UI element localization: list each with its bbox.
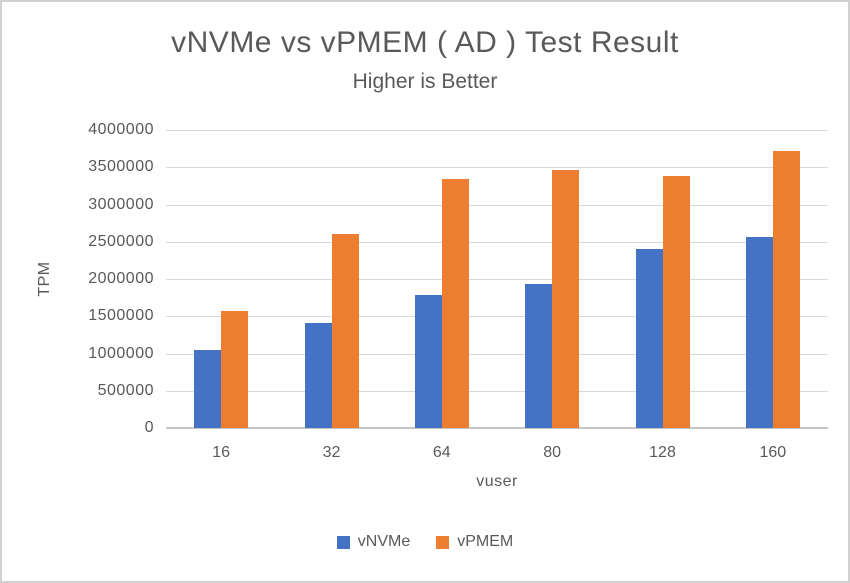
chart-subtitle: Higher is Better — [352, 70, 498, 93]
legend: vNVMe vPMEM — [2, 533, 848, 551]
chart-title: vNVMe vs vPMEM ( AD ) Test Result — [171, 26, 679, 59]
legend-item-vNVMe: vNVMe — [336, 533, 411, 551]
y-tick-label-1000000: 1000000 — [88, 344, 154, 362]
gridline-2500000 — [166, 241, 828, 243]
y-tick-label-3500000: 3500000 — [88, 158, 154, 176]
y-tick-label-3000000: 3000000 — [88, 195, 154, 213]
bar-vPMEM-32 — [331, 234, 359, 428]
x-tick-label-160: 160 — [759, 444, 787, 461]
x-tick-label-64: 64 — [432, 444, 451, 461]
bar-vNVMe-160 — [745, 236, 773, 428]
y-tick-label-1500000: 1500000 — [88, 307, 154, 325]
gridline-4000000 — [166, 130, 828, 131]
bar-vNVMe-80 — [525, 283, 553, 428]
y-tick-label-4000000: 4000000 — [88, 121, 154, 138]
bar-vNVMe-16 — [194, 349, 222, 428]
bar-vPMEM-64 — [441, 179, 469, 428]
x-tick-label-128: 128 — [649, 444, 676, 461]
x-axis-line — [166, 427, 828, 429]
legend-swatch-vNVMe — [336, 535, 350, 549]
y-tick-label-0: 0 — [144, 419, 154, 436]
bar-vNVMe-64 — [414, 295, 442, 428]
x-tick-label-80: 80 — [543, 444, 562, 461]
gridline-1000000 — [166, 353, 828, 355]
legend-label-vPMEM: vPMEM — [457, 533, 514, 550]
plot-area — [166, 130, 828, 429]
bar-vPMEM-128 — [662, 176, 690, 428]
legend-item-vPMEM: vPMEM — [436, 533, 513, 551]
x-axis-title: vuser — [476, 473, 518, 490]
y-tick-label-2500000: 2500000 — [88, 232, 154, 250]
y-tick-label-500000: 500000 — [97, 381, 154, 399]
bar-vNVMe-128 — [635, 249, 663, 428]
x-tick-label-32: 32 — [322, 444, 341, 461]
x-tick-label-16: 16 — [212, 444, 231, 461]
legend-swatch-vPMEM — [436, 535, 450, 549]
legend-label-vNVMe: vNVMe — [357, 533, 411, 550]
y-tick-label-2000000: 2000000 — [88, 270, 154, 287]
gridline-1500000 — [166, 316, 828, 318]
bar-vPMEM-160 — [772, 150, 800, 428]
gridline-3000000 — [166, 204, 828, 206]
gridline-2000000 — [166, 279, 828, 280]
gridline-500000 — [166, 390, 828, 392]
bar-vNVMe-32 — [304, 323, 332, 428]
bar-vPMEM-16 — [221, 311, 249, 428]
bar-vPMEM-80 — [552, 169, 580, 428]
gridline-3500000 — [166, 167, 828, 169]
